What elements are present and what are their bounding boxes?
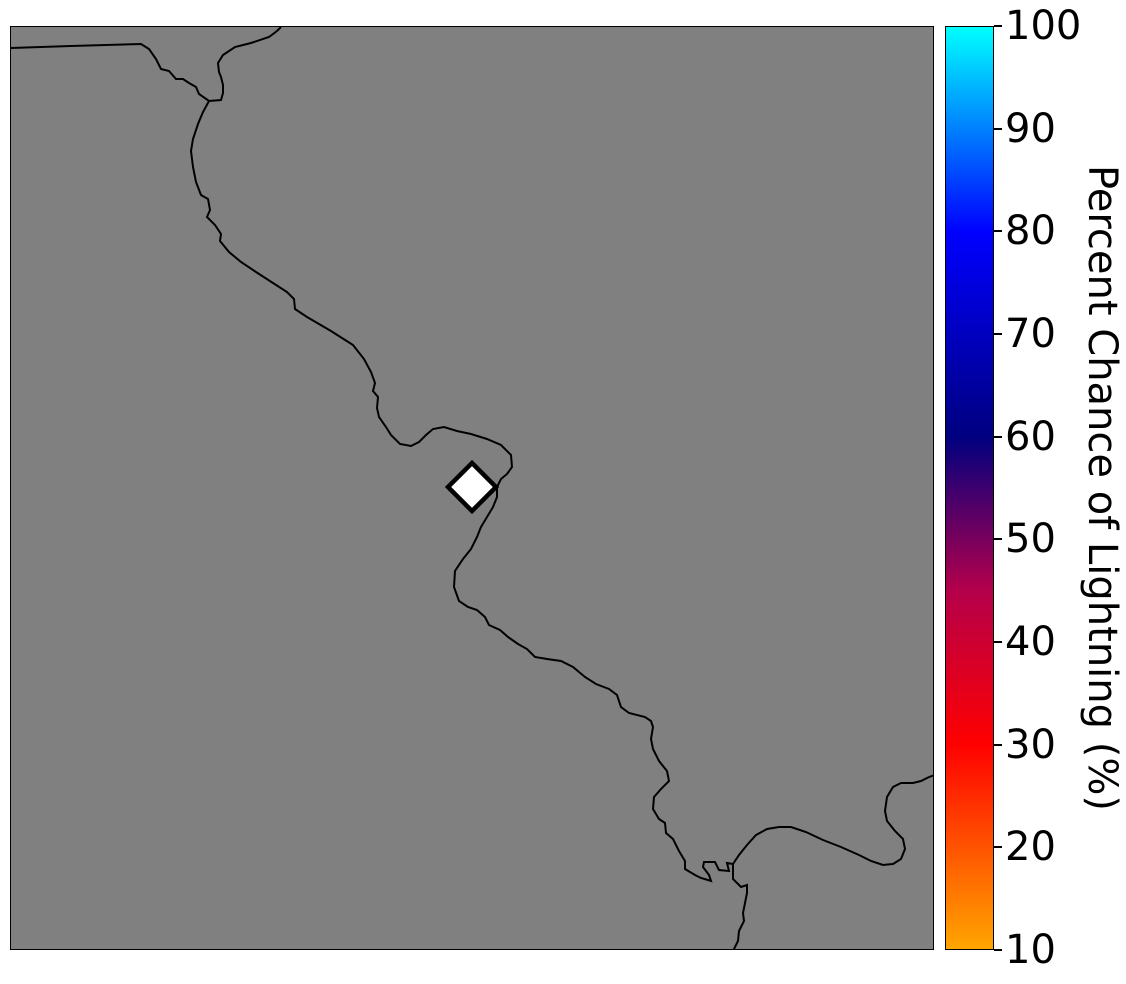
colorbar-tick	[994, 846, 1002, 849]
state-boundary-line	[732, 774, 933, 867]
colorbar-tick-label: 80	[1005, 208, 1056, 255]
colorbar	[945, 26, 994, 950]
map-panel	[10, 26, 934, 950]
colorbar-tick	[994, 743, 1002, 746]
colorbar-tick-label: 60	[1005, 413, 1056, 460]
colorbar-tick-label: 90	[1005, 105, 1056, 152]
river-boundary-line	[11, 27, 748, 949]
colorbar-tick	[994, 641, 1002, 643]
colorbar-tick	[994, 25, 1002, 27]
station-marker-diamond	[444, 459, 500, 515]
colorbar-tick-label: 100	[1005, 3, 1082, 49]
colorbar-tick-label: 50	[1005, 516, 1056, 563]
colorbar-tick-label: 10	[1005, 927, 1056, 973]
map-canvas	[11, 27, 933, 949]
colorbar-tick	[994, 230, 1002, 233]
colorbar-tick-label: 30	[1005, 721, 1056, 768]
colorbar-tick	[994, 949, 1002, 951]
colorbar-tick-label: 70	[1005, 311, 1056, 357]
colorbar-tick-label: 40	[1005, 619, 1056, 665]
colorbar-tick	[994, 435, 1002, 438]
colorbar-tick	[994, 538, 1002, 541]
colorbar-label: Percent Chance of Lightning (%)	[1079, 165, 1125, 811]
colorbar-tick	[994, 127, 1002, 130]
colorbar-tick-label: 20	[1005, 824, 1056, 871]
colorbar-tick	[994, 333, 1002, 335]
